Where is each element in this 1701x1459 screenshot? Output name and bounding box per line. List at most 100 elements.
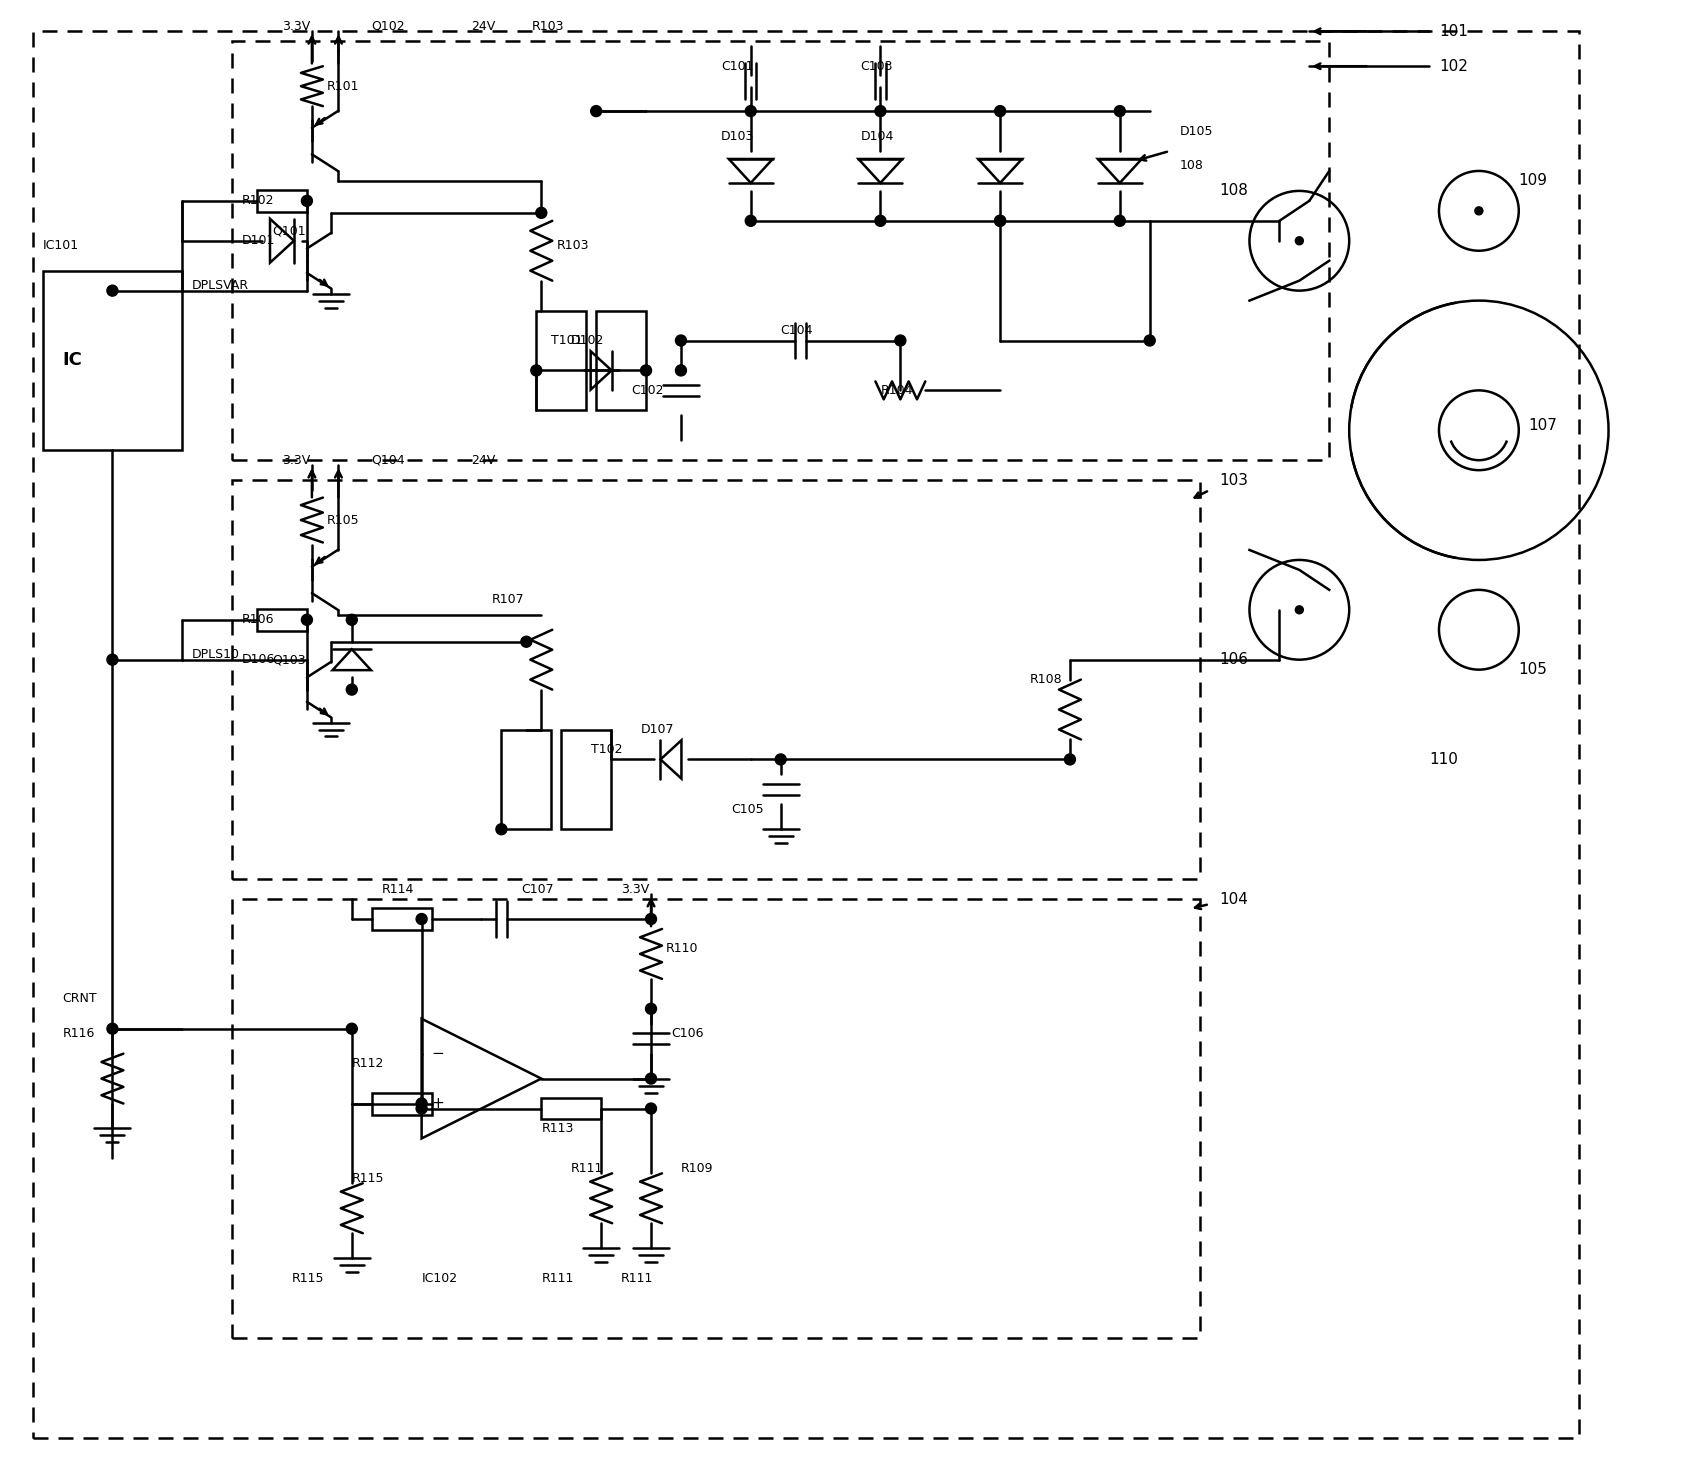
Circle shape [646, 1004, 657, 1014]
Text: 104: 104 [1220, 891, 1249, 906]
Text: 102: 102 [1439, 58, 1468, 74]
Circle shape [895, 336, 907, 346]
Circle shape [745, 105, 757, 117]
Text: 110: 110 [1429, 751, 1458, 767]
Text: R114: R114 [381, 883, 413, 896]
Bar [231, 41, 1328, 460]
Text: T101: T101 [551, 334, 583, 347]
Text: Q101: Q101 [272, 225, 306, 238]
Text: R113: R113 [541, 1122, 573, 1135]
Text: C101: C101 [721, 60, 754, 73]
Text: R106: R106 [242, 613, 274, 626]
Bar [373, 907, 432, 929]
Circle shape [646, 1103, 657, 1115]
Circle shape [675, 365, 687, 376]
Bar [373, 1093, 432, 1115]
Circle shape [1296, 236, 1303, 245]
Circle shape [417, 913, 427, 925]
Circle shape [776, 754, 786, 765]
Text: R105: R105 [327, 514, 359, 527]
Text: C102: C102 [631, 384, 663, 397]
Text: 101: 101 [1439, 23, 1468, 39]
Text: IC101: IC101 [43, 239, 78, 252]
Text: 107: 107 [1529, 417, 1558, 433]
Text: DPLSVAR: DPLSVAR [192, 279, 250, 292]
Circle shape [590, 105, 602, 117]
Text: D105: D105 [1180, 124, 1213, 137]
Bar [257, 190, 306, 212]
Bar [257, 608, 306, 630]
Text: R107: R107 [492, 594, 524, 607]
Circle shape [347, 1023, 357, 1034]
Text: R112: R112 [352, 1058, 384, 1069]
Circle shape [301, 614, 313, 626]
Bar [43, 271, 182, 451]
Text: R108: R108 [1031, 673, 1063, 686]
Text: C106: C106 [670, 1027, 704, 1040]
Text: 3.3V: 3.3V [282, 20, 310, 32]
Text: R102: R102 [242, 194, 274, 207]
Text: Q102: Q102 [373, 20, 405, 32]
Circle shape [1145, 336, 1155, 346]
Circle shape [1296, 605, 1303, 614]
Text: IC: IC [63, 352, 82, 369]
Text: C105: C105 [731, 802, 764, 816]
Circle shape [107, 654, 117, 665]
Text: 24V: 24V [471, 454, 495, 467]
Text: D107: D107 [641, 724, 675, 735]
Circle shape [107, 285, 117, 296]
Circle shape [995, 105, 1005, 117]
Text: DPLS10: DPLS10 [192, 648, 240, 661]
Text: 103: 103 [1220, 473, 1249, 487]
Text: R116: R116 [63, 1027, 95, 1040]
Bar [231, 899, 1199, 1338]
Text: D102: D102 [572, 334, 604, 347]
Circle shape [641, 365, 651, 376]
Text: R109: R109 [680, 1161, 713, 1174]
Text: 108: 108 [1180, 159, 1204, 172]
Circle shape [995, 216, 1005, 226]
Text: Q103: Q103 [272, 654, 306, 667]
Circle shape [1114, 105, 1126, 117]
Text: Q104: Q104 [373, 454, 405, 467]
Bar [231, 480, 1199, 880]
Bar [541, 1097, 600, 1119]
Circle shape [301, 196, 313, 206]
Text: R110: R110 [667, 943, 699, 956]
Circle shape [646, 1074, 657, 1084]
Text: R111: R111 [572, 1161, 604, 1174]
Text: C107: C107 [521, 883, 555, 896]
Circle shape [536, 207, 546, 219]
Text: 108: 108 [1220, 184, 1249, 198]
Text: +: + [432, 1096, 444, 1112]
Circle shape [497, 824, 507, 835]
Text: R111: R111 [621, 1272, 653, 1284]
Circle shape [1114, 216, 1126, 226]
Text: 109: 109 [1519, 174, 1548, 188]
Text: D106: D106 [242, 654, 276, 667]
Circle shape [874, 105, 886, 117]
Text: C103: C103 [861, 60, 893, 73]
Circle shape [521, 636, 532, 648]
Text: R115: R115 [352, 1172, 384, 1185]
Text: −: − [432, 1046, 444, 1061]
Text: IC102: IC102 [422, 1272, 458, 1284]
Text: T102: T102 [592, 743, 623, 756]
Text: R111: R111 [541, 1272, 573, 1284]
Circle shape [874, 216, 886, 226]
Text: D104: D104 [861, 130, 893, 143]
Bar [561, 730, 611, 829]
Text: C104: C104 [781, 324, 813, 337]
Circle shape [1475, 207, 1483, 214]
Circle shape [417, 1103, 427, 1115]
Circle shape [347, 614, 357, 626]
Circle shape [646, 913, 657, 925]
Bar [536, 311, 587, 410]
Text: 106: 106 [1220, 652, 1249, 667]
Circle shape [417, 1099, 427, 1109]
Text: D103: D103 [721, 130, 754, 143]
Text: D101: D101 [242, 235, 276, 247]
Text: R101: R101 [327, 80, 359, 93]
Circle shape [745, 216, 757, 226]
Circle shape [347, 684, 357, 694]
